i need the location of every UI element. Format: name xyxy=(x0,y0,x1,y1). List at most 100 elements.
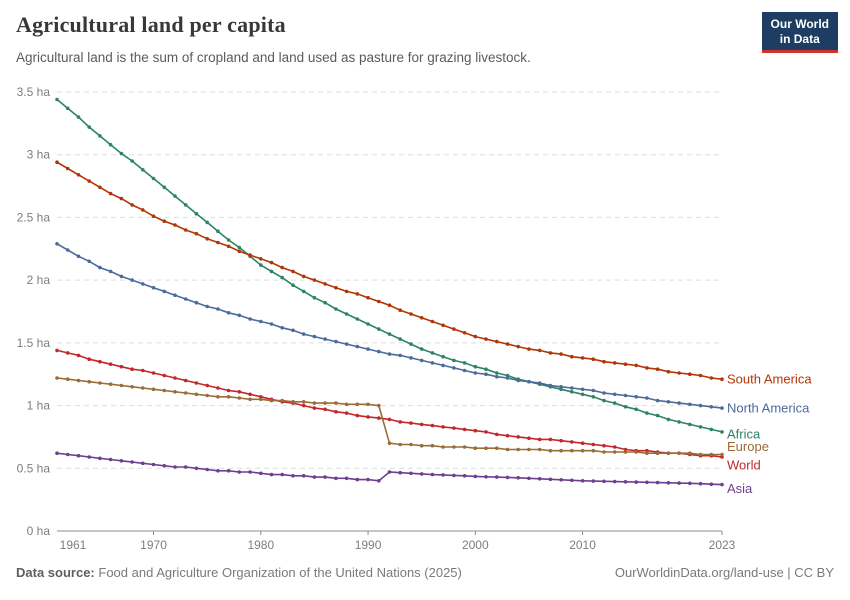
data-point-world[interactable] xyxy=(602,443,606,448)
data-point-asia[interactable] xyxy=(387,470,392,474)
data-point-world[interactable] xyxy=(119,364,124,369)
data-point-south-america[interactable] xyxy=(291,269,295,274)
data-point-africa[interactable] xyxy=(398,337,403,341)
data-point-europe[interactable] xyxy=(516,447,520,452)
data-point-north-america[interactable] xyxy=(119,274,124,279)
data-point-africa[interactable] xyxy=(634,407,638,412)
data-point-europe[interactable] xyxy=(709,452,714,457)
data-point-africa[interactable] xyxy=(259,263,263,267)
data-point-south-america[interactable] xyxy=(516,344,520,349)
data-point-north-america[interactable] xyxy=(334,339,338,344)
data-point-north-america[interactable] xyxy=(462,368,467,373)
data-point-europe[interactable] xyxy=(537,447,542,452)
data-point-south-america[interactable] xyxy=(323,282,327,286)
data-point-world[interactable] xyxy=(366,415,370,419)
series-label-world[interactable]: World xyxy=(727,457,761,472)
data-point-europe[interactable] xyxy=(548,448,553,453)
data-point-asia[interactable] xyxy=(162,464,167,468)
data-point-asia[interactable] xyxy=(505,475,510,480)
data-point-south-america[interactable] xyxy=(452,327,456,331)
data-point-africa[interactable] xyxy=(216,229,220,233)
data-point-world[interactable] xyxy=(312,406,317,410)
data-point-asia[interactable] xyxy=(516,476,520,480)
data-point-europe[interactable] xyxy=(237,396,242,400)
data-point-africa[interactable] xyxy=(226,238,231,242)
data-point-north-america[interactable] xyxy=(312,334,317,339)
series-line-south-america[interactable] xyxy=(56,161,723,380)
data-point-south-america[interactable] xyxy=(151,214,156,218)
data-point-world[interactable] xyxy=(548,437,553,442)
data-point-north-america[interactable] xyxy=(344,342,349,346)
data-point-south-america[interactable] xyxy=(55,160,59,164)
data-point-europe[interactable] xyxy=(76,378,81,383)
data-point-world[interactable] xyxy=(226,388,231,393)
data-point-world[interactable] xyxy=(516,435,520,439)
data-point-south-america[interactable] xyxy=(709,376,714,380)
data-point-south-america[interactable] xyxy=(377,299,381,304)
data-point-africa[interactable] xyxy=(377,327,381,331)
data-point-world[interactable] xyxy=(387,417,392,422)
data-point-south-america[interactable] xyxy=(141,208,145,212)
data-point-south-america[interactable] xyxy=(430,319,435,324)
data-point-north-america[interactable] xyxy=(87,259,91,264)
data-point-europe[interactable] xyxy=(559,448,563,453)
data-point-africa[interactable] xyxy=(108,142,113,147)
data-point-africa[interactable] xyxy=(323,300,327,305)
data-point-europe[interactable] xyxy=(119,383,124,388)
data-point-asia[interactable] xyxy=(269,472,274,477)
series-label-europe[interactable]: Europe xyxy=(727,439,769,454)
data-point-asia[interactable] xyxy=(65,452,70,457)
data-point-north-america[interactable] xyxy=(259,319,263,324)
data-point-africa[interactable] xyxy=(645,411,649,415)
data-point-north-america[interactable] xyxy=(237,313,242,318)
data-point-south-america[interactable] xyxy=(248,253,252,257)
data-point-africa[interactable] xyxy=(602,398,606,403)
data-point-africa[interactable] xyxy=(344,312,349,316)
data-point-south-america[interactable] xyxy=(344,289,349,294)
data-point-europe[interactable] xyxy=(301,400,306,404)
data-point-world[interactable] xyxy=(612,445,617,449)
data-point-south-america[interactable] xyxy=(537,348,542,353)
series-label-asia[interactable]: Asia xyxy=(727,481,753,496)
data-point-asia[interactable] xyxy=(591,479,596,483)
data-point-europe[interactable] xyxy=(344,402,349,407)
data-point-asia[interactable] xyxy=(216,469,220,473)
data-point-south-america[interactable] xyxy=(559,352,563,356)
data-point-south-america[interactable] xyxy=(65,166,70,171)
data-point-north-america[interactable] xyxy=(323,337,327,341)
data-point-asia[interactable] xyxy=(580,479,585,483)
data-point-africa[interactable] xyxy=(655,413,660,418)
data-point-asia[interactable] xyxy=(344,476,349,481)
data-point-north-america[interactable] xyxy=(205,304,209,309)
data-point-north-america[interactable] xyxy=(162,289,167,294)
data-point-north-america[interactable] xyxy=(645,396,649,400)
data-point-europe[interactable] xyxy=(173,390,177,394)
data-point-world[interactable] xyxy=(173,376,177,380)
data-point-asia[interactable] xyxy=(537,477,542,481)
data-point-world[interactable] xyxy=(559,438,563,443)
data-point-europe[interactable] xyxy=(677,451,681,456)
data-point-world[interactable] xyxy=(248,392,252,397)
data-point-asia[interactable] xyxy=(98,456,102,461)
data-point-africa[interactable] xyxy=(280,275,285,280)
data-point-africa[interactable] xyxy=(173,194,177,198)
data-point-africa[interactable] xyxy=(666,417,671,422)
data-point-north-america[interactable] xyxy=(548,383,553,388)
data-point-north-america[interactable] xyxy=(65,248,70,252)
data-point-africa[interactable] xyxy=(462,361,467,365)
data-point-africa[interactable] xyxy=(269,269,274,274)
data-point-south-america[interactable] xyxy=(259,257,263,261)
data-point-asia[interactable] xyxy=(645,480,649,485)
data-point-asia[interactable] xyxy=(548,477,553,482)
data-point-africa[interactable] xyxy=(55,97,59,102)
data-point-north-america[interactable] xyxy=(580,387,585,392)
data-point-asia[interactable] xyxy=(76,453,81,458)
data-point-africa[interactable] xyxy=(237,245,242,250)
data-point-south-america[interactable] xyxy=(462,331,467,335)
data-point-europe[interactable] xyxy=(183,391,188,395)
data-point-asia[interactable] xyxy=(323,475,327,479)
data-point-asia[interactable] xyxy=(666,481,671,485)
data-point-africa[interactable] xyxy=(559,387,563,392)
data-point-africa[interactable] xyxy=(677,420,681,424)
data-point-world[interactable] xyxy=(76,353,81,358)
